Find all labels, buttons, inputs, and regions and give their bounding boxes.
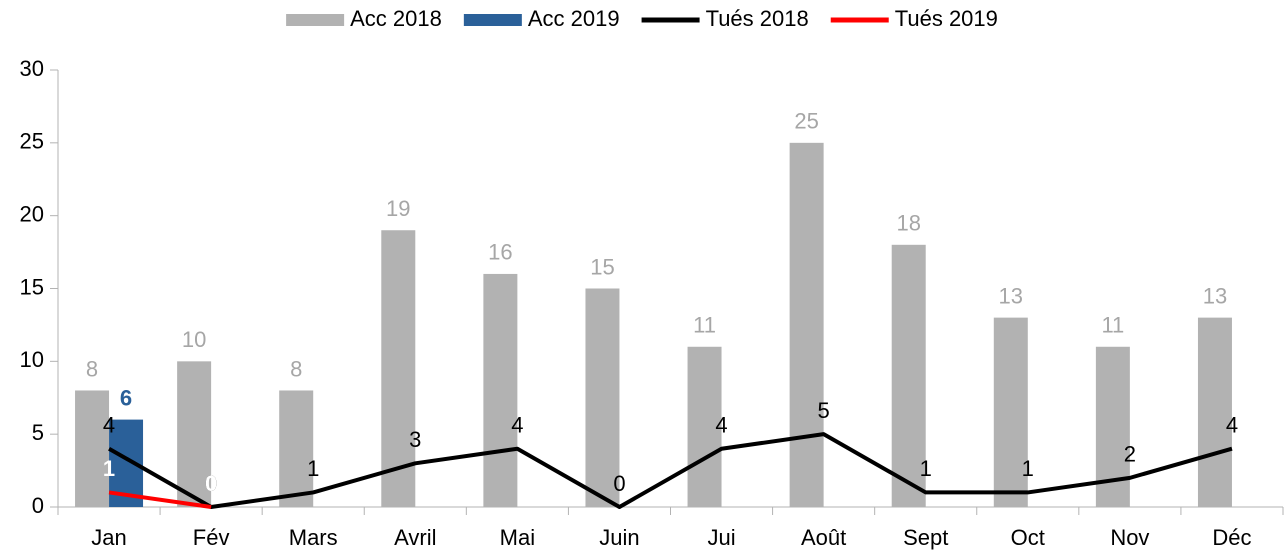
x-tick-label: Fév <box>193 525 230 550</box>
x-tick-label: Déc <box>1212 525 1251 550</box>
y-tick-label: 30 <box>20 56 44 81</box>
x-tick-label: Août <box>801 525 846 550</box>
data-label: 15 <box>590 254 614 279</box>
data-label: 18 <box>896 211 920 236</box>
bar <box>993 317 1028 507</box>
x-tick-label: Jui <box>707 525 735 550</box>
data-label: 2 <box>1124 442 1136 467</box>
data-label: 0 <box>613 471 625 496</box>
legend-label: Acc 2019 <box>528 6 620 31</box>
bar <box>75 390 110 507</box>
bar <box>891 244 926 508</box>
data-label: 8 <box>290 356 302 381</box>
data-label: 0 <box>205 471 217 496</box>
x-tick-label: Avril <box>394 525 436 550</box>
legend-swatch <box>463 14 522 26</box>
data-label: 13 <box>1203 283 1227 308</box>
data-label: 10 <box>182 327 206 352</box>
data-label: 1 <box>307 456 319 481</box>
data-label: 5 <box>818 398 830 423</box>
x-tick-label: Sept <box>903 525 948 550</box>
x-tick-label: Nov <box>1110 525 1149 550</box>
bar <box>177 361 212 507</box>
data-label: 1 <box>920 456 932 481</box>
data-label: 25 <box>794 109 818 134</box>
data-label: 3 <box>409 427 421 452</box>
data-label: 4 <box>103 413 115 438</box>
x-tick-label: Jan <box>91 525 126 550</box>
legend-label: Tués 2018 <box>706 6 809 31</box>
bar <box>789 142 824 508</box>
y-tick-label: 10 <box>20 347 44 372</box>
data-label: 16 <box>488 240 512 265</box>
x-tick-label: Oct <box>1011 525 1045 550</box>
y-tick-label: 20 <box>20 201 44 226</box>
bar <box>279 390 314 507</box>
data-label: 4 <box>1226 413 1238 438</box>
bar <box>483 273 518 507</box>
y-tick-label: 5 <box>32 420 44 445</box>
bar <box>687 346 722 507</box>
x-tick-label: Mars <box>289 525 338 550</box>
line <box>108 490 212 509</box>
data-label: 19 <box>386 196 410 221</box>
legend-label: Acc 2018 <box>350 6 442 31</box>
bar <box>381 230 416 507</box>
data-label: 1 <box>1022 456 1034 481</box>
data-label: 6 <box>120 385 132 410</box>
data-label: 4 <box>715 413 727 438</box>
legend-swatch <box>286 14 345 26</box>
data-label: 1 <box>103 456 115 481</box>
line <box>108 432 1233 509</box>
bar <box>1197 317 1232 507</box>
legend-label: Tués 2019 <box>895 6 998 31</box>
x-tick-label: Juin <box>599 525 639 550</box>
y-tick-label: 0 <box>32 493 44 518</box>
y-tick-label: 15 <box>20 274 44 299</box>
data-label: 0 <box>205 471 217 496</box>
data-label: 11 <box>693 313 716 338</box>
data-label: 8 <box>86 356 98 381</box>
x-tick-label: Mai <box>500 525 535 550</box>
data-label: 4 <box>511 413 523 438</box>
data-label: 13 <box>999 283 1023 308</box>
y-tick-label: 25 <box>20 129 44 154</box>
bar <box>585 288 620 507</box>
data-label: 11 <box>1101 313 1124 338</box>
